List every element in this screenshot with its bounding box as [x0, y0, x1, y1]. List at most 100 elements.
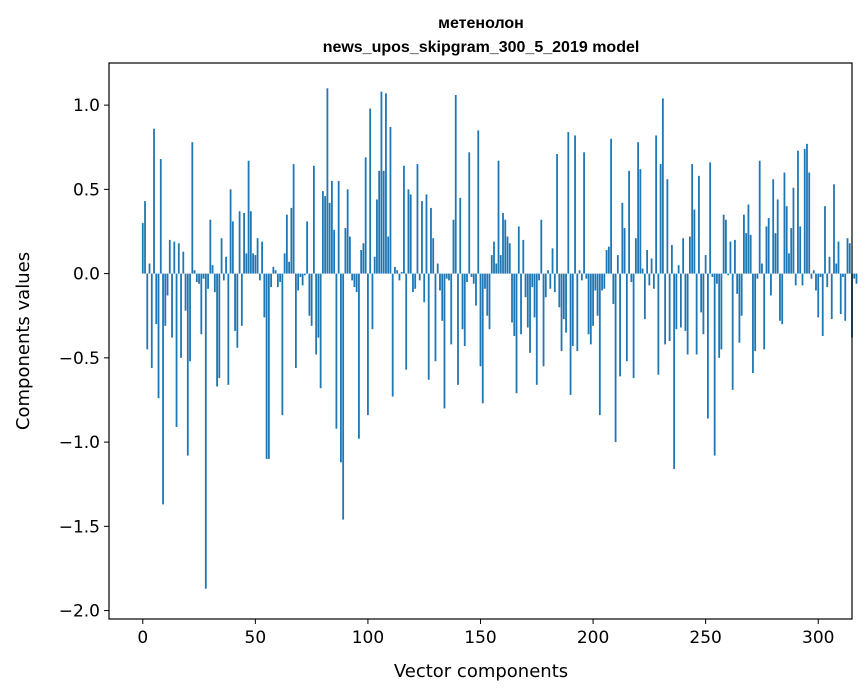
bar	[493, 241, 495, 274]
bar	[785, 206, 788, 274]
bar	[299, 273, 302, 277]
bar	[844, 273, 847, 321]
bar	[560, 273, 563, 352]
bar	[574, 135, 576, 274]
y-tick-label: −1.0	[59, 433, 100, 453]
bar	[159, 159, 162, 274]
bar	[855, 273, 858, 284]
bar	[468, 152, 471, 274]
bar	[817, 273, 820, 318]
bar	[360, 250, 363, 274]
bar	[243, 212, 245, 274]
bar	[603, 273, 606, 289]
bar	[306, 221, 309, 274]
bar	[150, 273, 153, 368]
bar	[632, 273, 635, 379]
bar	[740, 273, 743, 316]
bar	[801, 273, 804, 286]
x-axis-label: Vector components	[394, 661, 568, 682]
bar	[770, 273, 772, 296]
bar	[630, 273, 633, 283]
bar	[499, 255, 502, 274]
bar	[204, 273, 207, 589]
bar	[331, 180, 333, 274]
bar	[391, 273, 394, 397]
bar	[184, 273, 187, 311]
bar	[535, 273, 538, 385]
bar	[308, 273, 311, 316]
bar	[670, 244, 673, 274]
bar	[808, 172, 811, 274]
bar	[222, 273, 225, 281]
bar	[810, 273, 813, 279]
bar	[164, 273, 167, 326]
bar	[506, 236, 509, 274]
bar	[819, 273, 822, 277]
bar	[488, 273, 491, 330]
y-axis-label: Components values	[13, 252, 34, 430]
bar	[292, 164, 295, 274]
bar	[679, 273, 682, 328]
bar	[267, 273, 270, 459]
bar	[157, 273, 160, 399]
bar	[425, 194, 428, 274]
bar	[153, 128, 155, 274]
bar	[781, 273, 784, 325]
bar	[202, 273, 205, 279]
chart-title-line2: news_upos_skipgram_300_5_2019 model	[323, 39, 640, 56]
bar	[688, 236, 691, 274]
bar	[619, 273, 621, 377]
bar	[285, 214, 288, 274]
bar	[276, 273, 279, 288]
bar	[799, 226, 802, 274]
bar	[211, 265, 214, 274]
bar	[763, 273, 766, 350]
bar	[513, 273, 516, 336]
bar	[720, 273, 723, 350]
bar	[421, 201, 423, 274]
bar	[664, 273, 667, 345]
bar	[337, 180, 340, 274]
bar	[628, 170, 630, 274]
bar	[731, 273, 734, 390]
bar	[621, 202, 624, 274]
bar	[558, 273, 561, 308]
bar	[538, 273, 540, 281]
bar	[598, 273, 601, 416]
bar	[788, 253, 790, 274]
bar	[734, 239, 736, 274]
bar	[301, 273, 304, 286]
bar	[378, 170, 381, 274]
bar	[240, 273, 243, 326]
bar	[749, 234, 752, 274]
chart-title-line1: метенолон	[438, 15, 524, 32]
bar	[634, 238, 637, 274]
bar	[553, 273, 556, 293]
bar	[265, 273, 268, 459]
bar	[556, 153, 558, 274]
bar	[614, 273, 617, 443]
bar	[218, 273, 221, 379]
bar	[592, 273, 594, 326]
bar	[774, 233, 777, 274]
bar	[146, 273, 149, 350]
bar	[508, 243, 511, 274]
bar	[517, 226, 520, 274]
bar	[686, 273, 689, 355]
bar	[605, 250, 608, 274]
bar	[725, 219, 727, 274]
bar	[351, 273, 354, 281]
bars-group	[141, 88, 858, 589]
bar	[776, 199, 779, 274]
bar	[569, 273, 572, 395]
bar	[472, 273, 475, 284]
bar	[562, 273, 565, 320]
bar	[641, 268, 644, 274]
bar	[729, 241, 732, 274]
bar	[529, 273, 531, 353]
bar	[783, 172, 786, 274]
bar	[439, 273, 441, 291]
bar	[594, 273, 597, 291]
bar	[616, 255, 619, 274]
